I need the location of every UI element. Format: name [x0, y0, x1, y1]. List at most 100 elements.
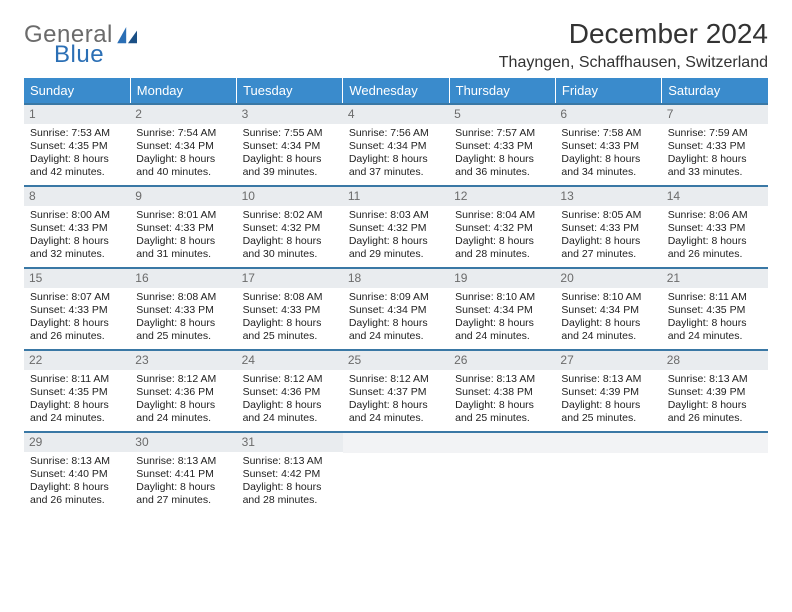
calendar-cell: 30Sunrise: 8:13 AMSunset: 4:41 PMDayligh…	[130, 432, 236, 513]
calendar-cell: 6Sunrise: 7:58 AMSunset: 4:33 PMDaylight…	[555, 104, 661, 186]
calendar-head: Sunday Monday Tuesday Wednesday Thursday…	[24, 78, 768, 104]
daylight-line-1: Daylight: 8 hours	[241, 317, 339, 330]
day-number: 7	[662, 105, 768, 124]
daylight-line-2: and 24 minutes.	[28, 412, 126, 425]
daylight-line-1: Daylight: 8 hours	[134, 235, 232, 248]
sunrise-line: Sunrise: 7:56 AM	[347, 127, 445, 140]
sunset-line: Sunset: 4:35 PM	[666, 304, 764, 317]
day-number: 11	[343, 187, 449, 206]
sunset-line: Sunset: 4:35 PM	[28, 386, 126, 399]
daylight-line-2: and 30 minutes.	[241, 248, 339, 261]
sunrise-line: Sunrise: 8:11 AM	[28, 373, 126, 386]
daylight-line-1: Daylight: 8 hours	[666, 153, 764, 166]
calendar-cell: 19 Sunrise: 8:10 AMSunset: 4:34 PMDayligh…	[449, 268, 555, 350]
sunrise-line: Sunrise: 8:10 AM	[453, 291, 551, 304]
day-info: Sunrise: 8:11 AMSunset: 4:35 PMDaylight:…	[24, 373, 130, 431]
sunrise-line: Sunrise: 8:00 AM	[28, 209, 126, 222]
daylight-line-2: and 25 minutes.	[134, 330, 232, 343]
logo-sail-icon	[117, 27, 139, 45]
calendar-cell: 16Sunrise: 8:08 AMSunset: 4:33 PMDayligh…	[130, 268, 236, 350]
daylight-line-2: and 33 minutes.	[666, 166, 764, 179]
sunrise-line: Sunrise: 8:11 AM	[666, 291, 764, 304]
day-info: Sunrise: 8:12 AMSunset: 4:36 PMDaylight:…	[130, 373, 236, 431]
day-info: Sunrise: 8:01 AMSunset: 4:33 PMDaylight:…	[130, 209, 236, 267]
day-info: Sunrise: 8:00 AMSunset: 4:33 PMDaylight:…	[24, 209, 130, 267]
sunset-line: Sunset: 4:34 PM	[347, 140, 445, 153]
calendar-week-row: 1Sunrise: 7:53 AMSunset: 4:35 PMDaylight…	[24, 104, 768, 186]
calendar-cell: 8 Sunrise: 8:00 AMSunset: 4:33 PMDaylight…	[24, 186, 130, 268]
sunrise-line: Sunrise: 8:12 AM	[241, 373, 339, 386]
day-info: Sunrise: 8:08 AMSunset: 4:33 PMDaylight:…	[130, 291, 236, 349]
day-info: Sunrise: 8:06 AMSunset: 4:33 PMDaylight:…	[662, 209, 768, 267]
day-info: Sunrise: 8:03 AMSunset: 4:32 PMDaylight:…	[343, 209, 449, 267]
calendar-cell: 10Sunrise: 8:02 AMSunset: 4:32 PMDayligh…	[237, 186, 343, 268]
daylight-line-1: Daylight: 8 hours	[241, 399, 339, 412]
sunrise-line: Sunrise: 8:12 AM	[347, 373, 445, 386]
daylight-line-1: Daylight: 8 hours	[241, 481, 339, 494]
title-block: December 2024 Thayngen, Schaffhausen, Sw…	[499, 18, 768, 72]
day-number: 29	[24, 433, 130, 452]
sunset-line: Sunset: 4:34 PM	[241, 140, 339, 153]
daylight-line-1: Daylight: 8 hours	[666, 399, 764, 412]
daylight-line-1: Daylight: 8 hours	[453, 317, 551, 330]
day-info: Sunrise: 8:04 AMSunset: 4:32 PMDaylight:…	[449, 209, 555, 267]
sunset-line: Sunset: 4:39 PM	[666, 386, 764, 399]
daylight-line-2: and 32 minutes.	[28, 248, 126, 261]
calendar-cell	[555, 432, 661, 513]
calendar-cell: 24 Sunrise: 8:12 AMSunset: 4:36 PMDayligh…	[237, 350, 343, 432]
day-info: Sunrise: 7:56 AMSunset: 4:34 PMDaylight:…	[343, 127, 449, 185]
day-info: Sunrise: 8:12 AMSunset: 4:36 PMDaylight:…	[237, 373, 343, 431]
day-info: Sunrise: 7:58 AMSunset: 4:33 PMDaylight:…	[555, 127, 661, 185]
sunset-line: Sunset: 4:32 PM	[347, 222, 445, 235]
sunrise-line: Sunrise: 7:53 AM	[28, 127, 126, 140]
sunset-line: Sunset: 4:37 PM	[347, 386, 445, 399]
daylight-line-2: and 31 minutes.	[134, 248, 232, 261]
daylight-line-2: and 40 minutes.	[134, 166, 232, 179]
daylight-line-2: and 39 minutes.	[241, 166, 339, 179]
daylight-line-1: Daylight: 8 hours	[559, 399, 657, 412]
sunset-line: Sunset: 4:40 PM	[28, 468, 126, 481]
daylight-line-2: and 37 minutes.	[347, 166, 445, 179]
col-saturday: Saturday	[662, 78, 768, 104]
page-title: December 2024	[499, 18, 768, 50]
sunset-line: Sunset: 4:33 PM	[241, 304, 339, 317]
sunrise-line: Sunrise: 8:04 AM	[453, 209, 551, 222]
calendar-cell	[662, 432, 768, 513]
calendar-cell: 20Sunrise: 8:10 AMSunset: 4:34 PMDayligh…	[555, 268, 661, 350]
sunrise-line: Sunrise: 8:09 AM	[347, 291, 445, 304]
day-info: Sunrise: 8:13 AMSunset: 4:39 PMDaylight:…	[555, 373, 661, 431]
sunset-line: Sunset: 4:34 PM	[453, 304, 551, 317]
sunset-line: Sunset: 4:33 PM	[134, 222, 232, 235]
day-number: 1	[24, 105, 130, 124]
daylight-line-1: Daylight: 8 hours	[666, 317, 764, 330]
col-sunday: Sunday	[24, 78, 130, 104]
day-info: Sunrise: 8:02 AMSunset: 4:32 PMDaylight:…	[237, 209, 343, 267]
day-number: 22	[24, 351, 130, 370]
day-number: 5	[449, 105, 555, 124]
sunset-line: Sunset: 4:32 PM	[241, 222, 339, 235]
daylight-line-1: Daylight: 8 hours	[241, 235, 339, 248]
day-number: 14	[662, 187, 768, 206]
calendar-cell: 21Sunrise: 8:11 AMSunset: 4:35 PMDayligh…	[662, 268, 768, 350]
calendar-cell	[449, 432, 555, 513]
daylight-line-2: and 25 minutes.	[559, 412, 657, 425]
day-number: 24	[237, 351, 343, 370]
day-info: Sunrise: 8:12 AMSunset: 4:37 PMDaylight:…	[343, 373, 449, 431]
day-number: 26	[449, 351, 555, 370]
daylight-line-2: and 24 minutes.	[666, 330, 764, 343]
sunrise-line: Sunrise: 8:01 AM	[134, 209, 232, 222]
daylight-line-2: and 24 minutes.	[241, 412, 339, 425]
calendar-cell: 4 Sunrise: 7:56 AMSunset: 4:34 PMDaylight…	[343, 104, 449, 186]
day-number: 8	[24, 187, 130, 206]
sunset-line: Sunset: 4:42 PM	[241, 468, 339, 481]
daylight-line-2: and 24 minutes.	[559, 330, 657, 343]
day-number: 4	[343, 105, 449, 124]
day-info: Sunrise: 8:10 AMSunset: 4:34 PMDaylight:…	[555, 291, 661, 349]
daylight-line-1: Daylight: 8 hours	[666, 235, 764, 248]
col-tuesday: Tuesday	[237, 78, 343, 104]
daylight-line-2: and 27 minutes.	[559, 248, 657, 261]
sunset-line: Sunset: 4:32 PM	[453, 222, 551, 235]
day-number: 19	[449, 269, 555, 288]
day-number	[555, 433, 661, 453]
calendar-page: General Blue December 2024 Thayngen, Sch…	[0, 0, 792, 513]
